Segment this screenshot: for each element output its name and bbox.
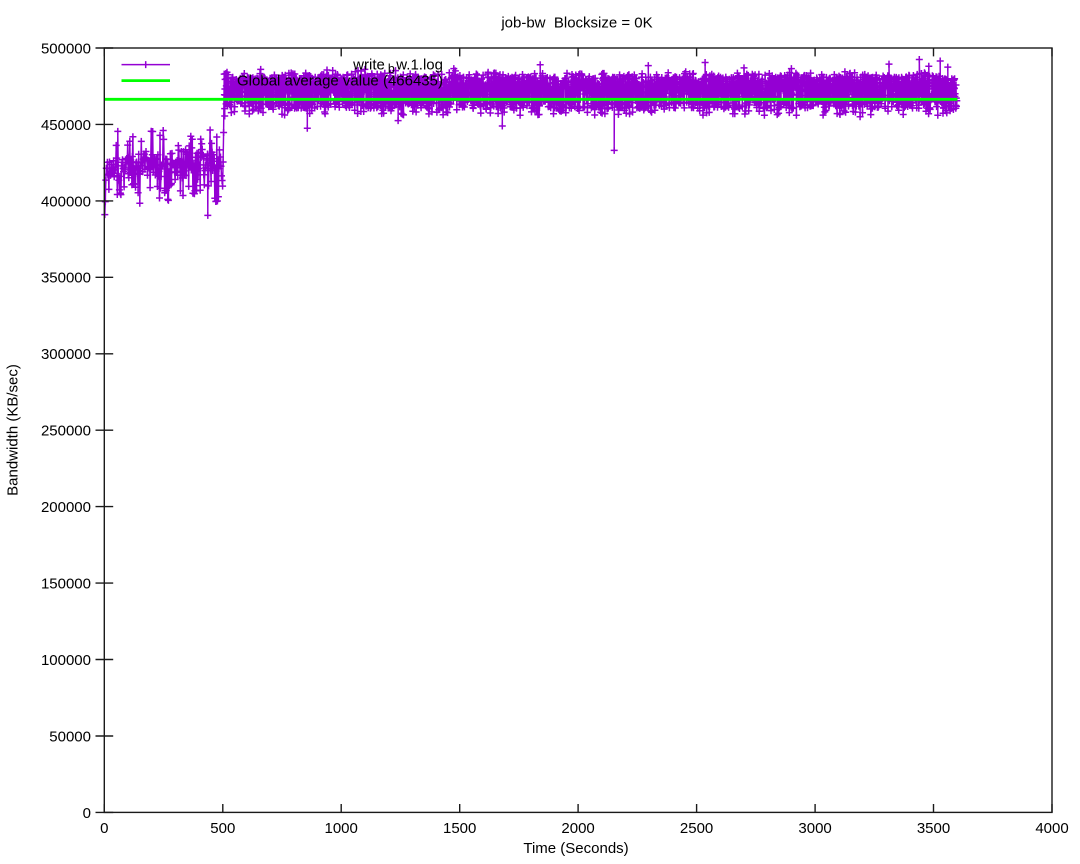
svg-text:400000: 400000: [41, 193, 91, 210]
svg-text:200000: 200000: [41, 499, 91, 516]
svg-text:2000: 2000: [561, 820, 594, 837]
svg-text:250000: 250000: [41, 423, 91, 440]
svg-text:150000: 150000: [41, 576, 91, 593]
svg-text:300000: 300000: [41, 346, 91, 363]
svg-text:4000: 4000: [1035, 820, 1068, 837]
svg-text:350000: 350000: [41, 270, 91, 287]
svg-text:2500: 2500: [680, 820, 713, 837]
svg-text:500: 500: [210, 820, 235, 837]
svg-text:3500: 3500: [917, 820, 950, 837]
svg-text:1500: 1500: [443, 820, 476, 837]
svg-text:job-bw Blocksize = 0K: job-bw Blocksize = 0K: [500, 15, 652, 32]
svg-text:1000: 1000: [325, 820, 358, 837]
svg-text:Global average value (466435): Global average value (466435): [237, 73, 443, 90]
svg-text:50000: 50000: [49, 728, 91, 745]
svg-text:500000: 500000: [41, 40, 91, 57]
svg-text:Bandwidth (KB/sec): Bandwidth (KB/sec): [5, 364, 22, 496]
svg-text:3000: 3000: [798, 820, 831, 837]
svg-text:Time (Seconds): Time (Seconds): [523, 840, 628, 857]
svg-text:100000: 100000: [41, 652, 91, 669]
svg-text:450000: 450000: [41, 117, 91, 134]
svg-text:0: 0: [83, 805, 91, 822]
svg-text:0: 0: [100, 820, 108, 837]
